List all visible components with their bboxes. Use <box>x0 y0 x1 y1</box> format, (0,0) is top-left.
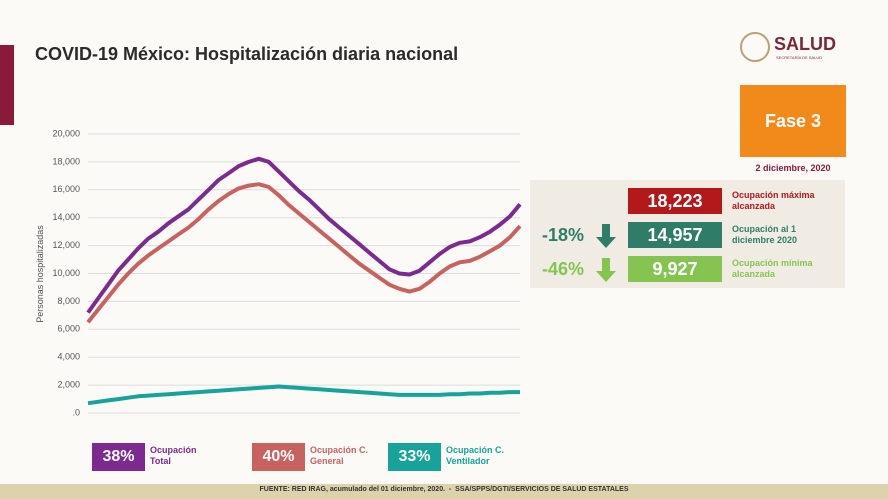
series-line <box>87 384 520 406</box>
footer-bar <box>0 484 888 499</box>
date: 2 diciembre, 2020 <box>755 163 831 173</box>
down-arrow <box>596 224 616 248</box>
footer: FUENTE: RED IRAG, acumulado del 01 dicie… <box>259 486 629 493</box>
y-tick-label: 2,000 <box>57 379 80 389</box>
y-tick-label: 6,000 <box>57 324 80 334</box>
stat-change: -18% <box>542 225 585 245</box>
y-tick-label: 14,000 <box>52 212 80 222</box>
phase-box <box>740 85 846 157</box>
stat-box <box>628 256 722 282</box>
y-tick-label: 16,000 <box>52 184 80 194</box>
legend-swatch: 33% <box>388 443 441 471</box>
legend-swatch: 40% <box>252 443 305 471</box>
down-arrow <box>596 258 616 282</box>
series-line <box>86 156 522 314</box>
y-axis-label: Personas hospitalizadas <box>35 225 45 323</box>
logo-subtext: SECRETARÍA DE SALUD <box>776 55 823 60</box>
stat-value: 18,223 <box>647 190 703 211</box>
legend-label: Ocupación Total <box>150 445 197 466</box>
y-tick-label: 4,000 <box>57 352 80 362</box>
stat-change: -46% <box>542 259 585 279</box>
title: COVID-19 México: Hospitalización diaria … <box>35 44 459 64</box>
y-tick-label: 10,000 <box>52 268 80 278</box>
stat-label: Ocupación mínima alcanzada <box>732 258 813 279</box>
stat-label: Ocupación al 1 diciembre 2020 <box>732 224 798 245</box>
legend-swatch: 38% <box>92 443 145 471</box>
legend-label: Ocupación C. General <box>310 445 369 466</box>
stat-label: Ocupación máxima alcanzada <box>732 190 815 211</box>
stat-box <box>628 222 722 248</box>
y-tick-label: 8,000 <box>57 296 80 306</box>
y-tick-label: 12,000 <box>52 240 80 250</box>
y-tick-label: 20,000 <box>52 128 80 138</box>
stat-box <box>628 188 722 214</box>
logo-text: SALUD <box>774 34 836 54</box>
legend-label: Ocupación C. Ventilador <box>446 445 505 466</box>
phase-label: Fase 3 <box>764 110 822 131</box>
series-line <box>86 182 522 324</box>
y-tick-label: .0 <box>72 407 80 417</box>
logo-emblem <box>740 32 770 62</box>
stat-value: 9,927 <box>652 258 698 279</box>
side-bar <box>0 45 14 125</box>
stat-value: 14,957 <box>647 224 703 245</box>
y-tick-label: 18,000 <box>52 156 80 166</box>
